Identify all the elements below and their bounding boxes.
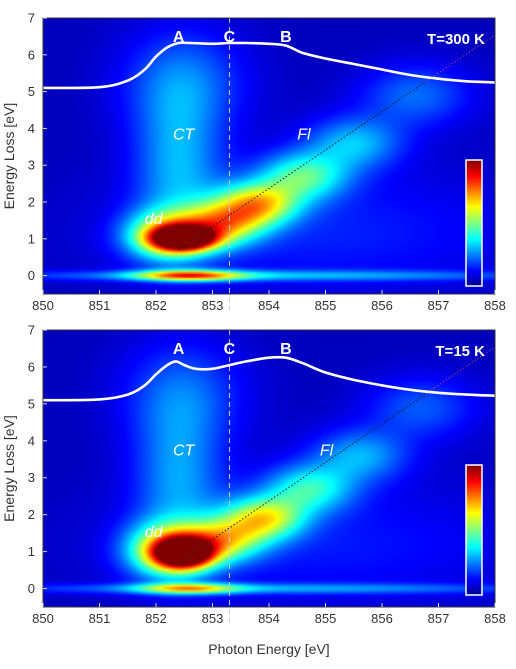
y-tick-labels: 0 1 2 3 4 5 6 7	[28, 323, 47, 596]
y-tick-label: 6	[28, 47, 35, 62]
fluorescence-line	[178, 81, 426, 251]
y-tick-label: 2	[28, 195, 35, 210]
x-axis-label: Photon Energy [eV]	[208, 641, 329, 657]
y-tick-label: 5	[28, 84, 35, 99]
heatmap-intensity	[43, 18, 495, 294]
y-tick-label: 3	[28, 470, 35, 485]
colorbar	[465, 159, 483, 287]
x-tick-label: 858	[484, 298, 506, 313]
y-tick-labels: 0 1 2 3 4 5 6 7	[28, 11, 47, 283]
y-tick-label: 4	[28, 433, 35, 448]
y-tick-label: 4	[28, 121, 35, 136]
y-tick-label: 5	[28, 396, 35, 411]
x-tick-label: 853	[202, 611, 224, 626]
peak-label-c: C	[224, 341, 236, 358]
x-tick-label: 852	[145, 298, 167, 313]
x-tick-label: 857	[428, 611, 450, 626]
heatmap-bottom	[43, 330, 495, 607]
peak-label-b: B	[280, 29, 292, 46]
peak-label-b: B	[280, 341, 292, 358]
feature-label-ct: CT	[173, 443, 196, 460]
feature-labels: CT Fl dd	[145, 443, 334, 541]
feature-label-fl: Fl	[320, 443, 334, 460]
peak-label-a: A	[173, 29, 185, 46]
x-tick-label: 851	[89, 298, 111, 313]
y-tick-label: 6	[28, 359, 35, 374]
y-tick-label: 2	[28, 507, 35, 522]
fluorescence-line-extension	[425, 34, 496, 83]
y-tick-label: 1	[28, 231, 35, 246]
x-tick-label: 850	[32, 611, 54, 626]
peak-label-c: C	[224, 29, 236, 46]
feature-label-dd: dd	[145, 524, 164, 541]
heatmap-top	[43, 18, 495, 294]
y-axis-label: Energy Loss [eV]	[1, 103, 17, 210]
y-tick-label: 0	[28, 581, 35, 596]
xas-curve	[42, 355, 496, 402]
x-tick-label: 858	[484, 611, 506, 626]
y-tick-label: 0	[28, 268, 35, 283]
x-tick-label: 855	[315, 298, 337, 313]
feature-label-fl: Fl	[297, 126, 311, 143]
x-tick-label: 854	[258, 298, 280, 313]
y-tick-label: 3	[28, 158, 35, 173]
feature-labels: CT Fl dd	[145, 126, 311, 228]
y-tick-label: 7	[28, 323, 35, 338]
xas-curve	[42, 41, 496, 90]
y-axis-label: Energy Loss [eV]	[1, 415, 17, 522]
temperature-label: T=15 K	[435, 343, 485, 360]
feature-label-ct: CT	[173, 126, 196, 143]
x-tick-label: 854	[258, 611, 280, 626]
fluorescence-line	[178, 393, 426, 564]
x-tick-label: 857	[428, 298, 450, 313]
x-tick-labels: 850 851 852 853 854 855 856 857 858	[32, 290, 506, 313]
x-tick-label: 853	[202, 298, 224, 313]
x-tick-labels: 850 851 852 853 854 855 856 857 858	[32, 603, 506, 626]
y-tick-label: 1	[28, 544, 35, 559]
y-tick-label: 7	[28, 11, 35, 26]
colorbar	[465, 464, 483, 596]
feature-label-dd: dd	[145, 211, 164, 228]
x-tick-label: 855	[315, 611, 337, 626]
x-tick-label: 856	[371, 611, 393, 626]
panel-top: A C B CT Fl dd T=300 K 850 851 852 853 854 855 856…	[1, 11, 506, 314]
fluorescence-line-extension	[425, 346, 496, 395]
x-tick-label: 851	[89, 611, 111, 626]
x-tick-label: 856	[371, 298, 393, 313]
x-tick-label: 850	[32, 298, 54, 313]
peak-label-a: A	[173, 341, 185, 358]
heatmap-intensity	[43, 330, 495, 607]
x-tick-label: 852	[145, 611, 167, 626]
temperature-label: T=300 K	[427, 31, 485, 48]
